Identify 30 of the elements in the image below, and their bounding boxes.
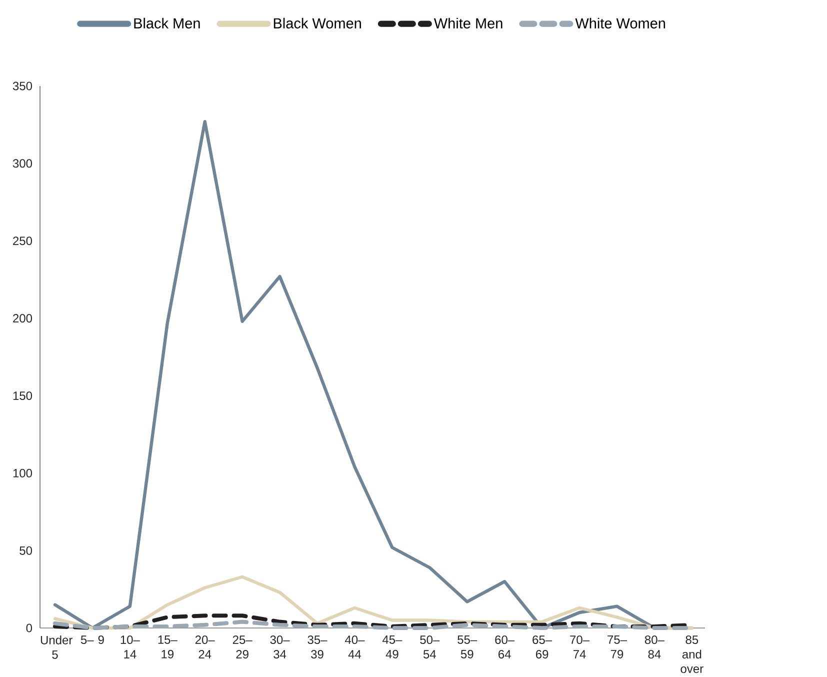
- y-tick-label: 200: [13, 314, 32, 323]
- y-tick-label: 300: [12, 159, 32, 168]
- x-tick-label: 70– 74: [570, 636, 590, 658]
- y-tick-label: 100: [13, 468, 32, 478]
- x-tick-label: 85 and over: [680, 636, 704, 674]
- y-tick-label: 250: [13, 236, 32, 246]
- x-tick-label: 40– 44: [344, 636, 365, 658]
- x-tick-label: 20– 24: [195, 636, 215, 658]
- y-tick-label: 150: [13, 391, 32, 400]
- x-tick-label: 75– 79: [608, 636, 627, 658]
- x-tick-label: 45– 49: [382, 636, 402, 658]
- x-tick-label: 30– 34: [270, 636, 290, 659]
- y-tick-label: 350: [12, 82, 32, 90]
- x-tick-label: 80– 84: [644, 636, 664, 659]
- legend-label: White Men: [434, 18, 502, 28]
- x-tick-label: 60– 64: [495, 636, 515, 659]
- legend-label: Black Men: [134, 18, 200, 28]
- legend-label: White Women: [575, 18, 666, 28]
- x-tick-label: 35– 39: [308, 636, 328, 659]
- x-tick-label: 65– 69: [532, 636, 552, 659]
- x-tick-label: Under 5: [40, 636, 72, 659]
- x-tick-label: 5– 9: [80, 636, 104, 644]
- x-tick-label: 25– 29: [232, 636, 252, 659]
- x-tick-label: 50– 54: [420, 636, 440, 659]
- x-tick-label: 55– 59: [458, 636, 478, 658]
- legend-label: Black Women: [274, 18, 361, 28]
- x-tick-label: 10– 14: [120, 636, 140, 658]
- y-tick-label: 0: [26, 624, 32, 632]
- y-tick-label: 50: [20, 546, 32, 555]
- x-tick-label: 15– 19: [158, 636, 178, 658]
